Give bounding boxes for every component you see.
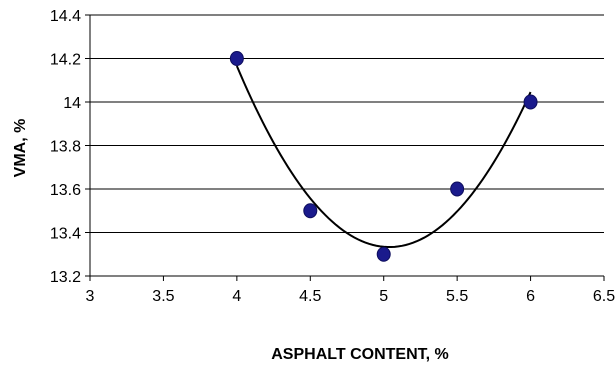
x-axis-title: ASPHALT CONTENT, % bbox=[271, 346, 448, 363]
y-tick-label: 13.4 bbox=[50, 226, 81, 243]
x-tick-label: 5.5 bbox=[446, 288, 468, 305]
axes bbox=[85, 14, 605, 281]
y-tick-label: 14.4 bbox=[50, 8, 81, 25]
x-tick-label: 6 bbox=[526, 288, 535, 305]
x-tick-label: 4 bbox=[232, 288, 241, 305]
y-tick-label: 14.2 bbox=[50, 52, 81, 69]
x-tick-label: 6.5 bbox=[593, 288, 615, 305]
trendline-layer bbox=[235, 65, 532, 249]
trendline bbox=[235, 65, 532, 249]
y-axis-title: VMA, % bbox=[12, 119, 29, 178]
y-tick-label: 14 bbox=[63, 95, 81, 112]
data-point bbox=[229, 51, 244, 66]
data-point bbox=[376, 246, 391, 262]
x-tick-label: 5 bbox=[379, 288, 388, 305]
data-point bbox=[450, 181, 465, 197]
x-tick-label: 3.5 bbox=[152, 288, 174, 305]
data-points bbox=[229, 51, 538, 262]
data-point bbox=[523, 94, 538, 110]
gridlines bbox=[90, 14, 604, 277]
data-point bbox=[303, 203, 318, 219]
y-tick-label: 13.2 bbox=[50, 269, 81, 286]
x-tick-label: 4.5 bbox=[299, 288, 321, 305]
x-tick-label: 3 bbox=[86, 288, 95, 305]
tick-labels: 13.2 13.4 13.6 13.8 14 14.2 14.4 3 3.5 4 4.5 5 5.5 6 6… bbox=[50, 8, 615, 305]
y-tick-label: 13.8 bbox=[50, 139, 81, 156]
y-tick-label: 13.6 bbox=[50, 182, 81, 199]
